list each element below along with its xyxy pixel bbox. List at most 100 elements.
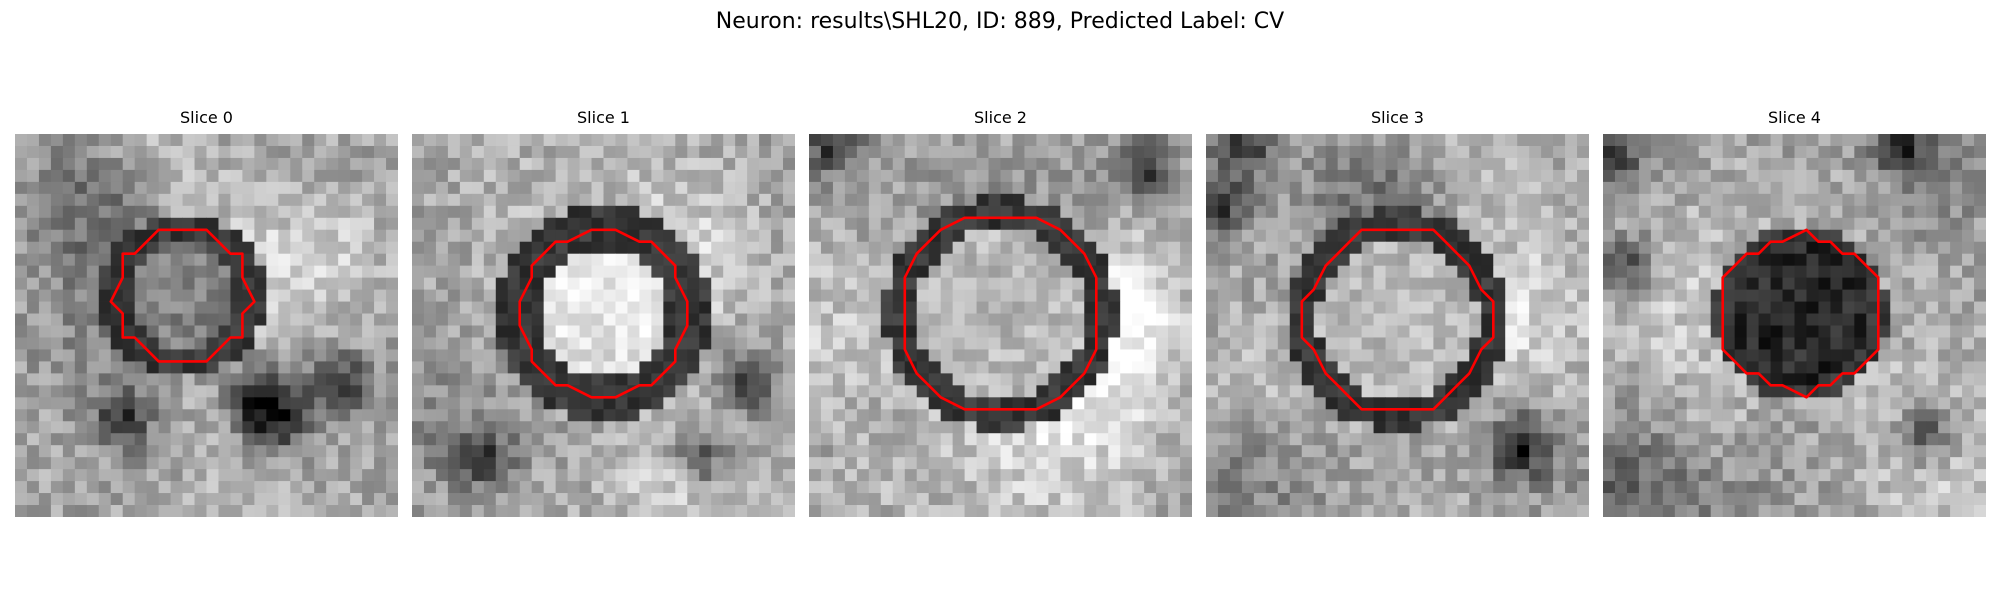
pixel-cell [74, 469, 88, 482]
pixel-cell [1096, 193, 1109, 207]
pixel-cell [1361, 241, 1374, 255]
pixel-cell [1217, 469, 1231, 482]
pixel-cell [110, 157, 124, 171]
pixel-cell [1626, 277, 1640, 290]
pixel-cell [591, 445, 604, 458]
pixel-cell [1217, 409, 1231, 422]
pixel-cell [916, 409, 930, 422]
pixel-cell [1782, 265, 1795, 279]
pixel-cell [1144, 181, 1157, 195]
pixel-cell [627, 313, 640, 326]
pixel-cell [699, 217, 712, 231]
pixel-cell [158, 505, 171, 517]
pixel-cell [1024, 145, 1037, 159]
pixel-cell [591, 337, 604, 350]
pixel-cell [1553, 253, 1566, 267]
pixel-cell [314, 253, 327, 267]
pixel-cell [507, 181, 521, 195]
pixel-cell [1902, 157, 1915, 171]
pixel-cell [1253, 145, 1267, 159]
pixel-cell [1253, 325, 1267, 338]
pixel-cell [1698, 361, 1712, 374]
pixel-cell [1048, 181, 1061, 195]
pixel-cell [567, 217, 580, 231]
pixel-cell [1120, 325, 1133, 338]
pixel-cell [1325, 469, 1339, 482]
pixel-cell [1962, 241, 1975, 255]
pixel-cell [735, 134, 748, 147]
pixel-cell [326, 457, 339, 470]
pixel-cell [1662, 421, 1676, 434]
pixel-cell [687, 241, 700, 255]
pixel-cell [1096, 134, 1109, 147]
pixel-cell [1060, 277, 1073, 290]
pixel-cell [1289, 193, 1303, 207]
pixel-cell [1421, 229, 1434, 243]
pixel-cell [1217, 373, 1231, 386]
pixel-cell [1614, 409, 1628, 422]
pixel-cell [639, 301, 652, 314]
pixel-cell [302, 301, 315, 314]
pixel-cell [964, 134, 977, 147]
pixel-cell [1902, 445, 1915, 458]
pixel-cell [591, 181, 604, 195]
pixel-cell [1036, 469, 1049, 482]
pixel-cell [386, 421, 398, 434]
pixel-cell [519, 373, 533, 386]
pixel-cell [26, 193, 40, 207]
pixel-cell [567, 337, 580, 350]
pixel-cell [412, 181, 425, 195]
pixel-cell [1325, 157, 1339, 171]
pixel-cell [194, 289, 207, 302]
pixel-cell [1024, 445, 1037, 458]
pixel-cell [639, 253, 652, 267]
pixel-cell [278, 169, 291, 183]
pixel-cell [844, 205, 858, 219]
pixel-cell [1180, 433, 1192, 446]
pixel-cell [1914, 313, 1927, 326]
pixel-cell [447, 445, 461, 458]
pixel-cell [1974, 157, 1986, 171]
pixel-cell [579, 277, 592, 290]
pixel-cell [1048, 481, 1061, 494]
pixel-cell [98, 301, 112, 314]
pixel-cell [1036, 325, 1049, 338]
pixel-cell [1397, 181, 1410, 195]
pixel-cell [1794, 421, 1807, 434]
pixel-cell [1217, 193, 1231, 207]
pixel-cell [1830, 325, 1843, 338]
pixel-cell [218, 265, 231, 279]
pixel-cell [1626, 301, 1640, 314]
pixel-cell [856, 433, 870, 446]
pixel-cell [591, 193, 604, 207]
pixel-cell [1782, 337, 1795, 350]
pixel-cell [747, 193, 760, 207]
pixel-cell [326, 385, 339, 398]
pixel-cell [1421, 481, 1434, 494]
pixel-cell [1830, 169, 1843, 183]
pixel-cell [1890, 241, 1903, 255]
pixel-cell [1577, 409, 1589, 422]
pixel-cell [1505, 457, 1518, 470]
pixel-cell [892, 229, 906, 243]
pixel-cell [1914, 373, 1927, 386]
pixel-cell [435, 337, 449, 350]
pixel-cell [519, 457, 533, 470]
pixel-cell [856, 349, 870, 362]
pixel-cell [1445, 134, 1458, 147]
pixel-cell [747, 325, 760, 338]
pixel-cell [1421, 193, 1434, 207]
pixel-cell [1036, 349, 1049, 362]
pixel-cell [1445, 373, 1458, 386]
pixel-cell [1156, 169, 1169, 183]
pixel-cell [1156, 145, 1169, 159]
pixel-cell [1361, 445, 1374, 458]
pixel-cell [122, 457, 136, 470]
pixel-cell [314, 469, 327, 482]
pixel-cell [1950, 193, 1963, 207]
pixel-cell [675, 145, 688, 159]
pixel-cell [122, 205, 136, 219]
pixel-cell [1217, 481, 1231, 494]
pixel-cell [1421, 205, 1434, 219]
pixel-cell [1108, 193, 1121, 207]
